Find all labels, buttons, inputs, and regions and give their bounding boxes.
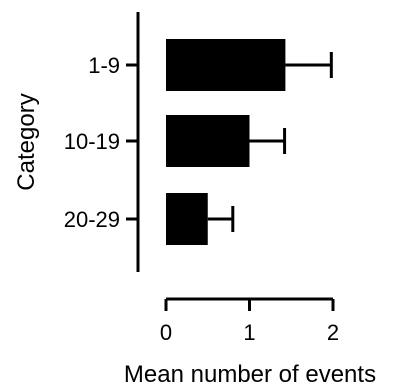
error-bars-group (207, 52, 333, 232)
bars-group (166, 39, 286, 245)
x-tick-label-0: 0 (160, 320, 172, 345)
x-axis-ticks (164, 299, 335, 311)
x-tick-label-1: 1 (243, 320, 255, 345)
y-axis-ticks (126, 63, 138, 221)
x-axis-title: Mean number of events (124, 361, 376, 388)
y-axis-title: Category (13, 93, 40, 190)
y-tick-label-3: 20-29 (64, 207, 120, 232)
x-tick-label-2: 2 (327, 320, 339, 345)
y-tick-label-1: 1-9 (88, 53, 120, 78)
y-tick-label-2: 10-19 (64, 129, 120, 154)
bar-2 (166, 115, 250, 167)
bar-1 (166, 39, 286, 91)
bar-3 (166, 193, 208, 245)
